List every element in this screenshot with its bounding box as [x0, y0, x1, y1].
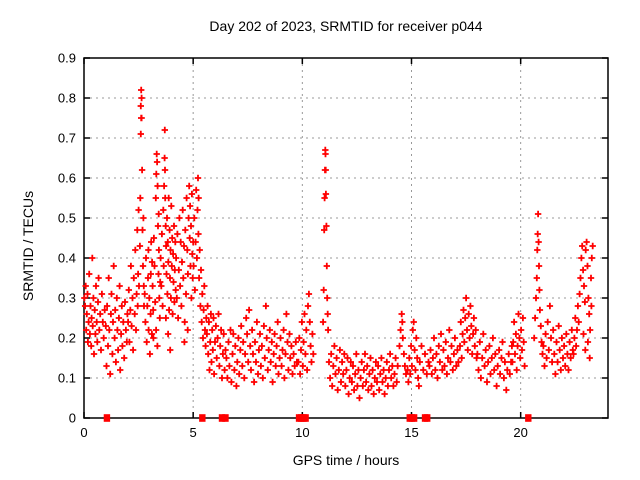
y-tick-label: 0.3	[58, 291, 76, 306]
zero-value-marker	[222, 414, 229, 422]
y-tick-label: 0	[69, 411, 76, 426]
y-tick-label: 0.9	[58, 51, 76, 66]
data-series-markers	[81, 86, 596, 402]
x-tick-label: 20	[513, 425, 527, 440]
x-tick-label: 5	[190, 425, 197, 440]
x-tick-label: 0	[80, 425, 87, 440]
x-tick-label: 15	[404, 425, 418, 440]
zero-value-marker	[218, 414, 226, 422]
x-axis-label: GPS time / hours	[292, 452, 400, 468]
x-tick-label: 10	[295, 425, 309, 440]
y-tick-label: 0.6	[58, 171, 76, 186]
y-tick-label: 0.4	[58, 251, 76, 266]
zero-value-marker	[302, 414, 309, 422]
zero-value-marker	[199, 414, 206, 422]
y-tick-label: 0.1	[58, 371, 76, 386]
y-tick-label: 0.2	[58, 331, 76, 346]
y-tick-label: 0.5	[58, 211, 76, 226]
chart-title: Day 202 of 2023, SRMTID for receiver p04…	[209, 18, 483, 34]
zero-value-marker	[410, 414, 418, 422]
zero-value-marker	[525, 414, 532, 422]
zero-value-marker	[424, 414, 431, 422]
y-tick-label: 0.8	[58, 91, 76, 106]
plot-border	[83, 57, 609, 419]
y-axis-label: SRMTID / TECUs	[20, 190, 36, 302]
zero-value-marker	[103, 414, 111, 422]
y-tick-label: 0.7	[58, 131, 76, 146]
